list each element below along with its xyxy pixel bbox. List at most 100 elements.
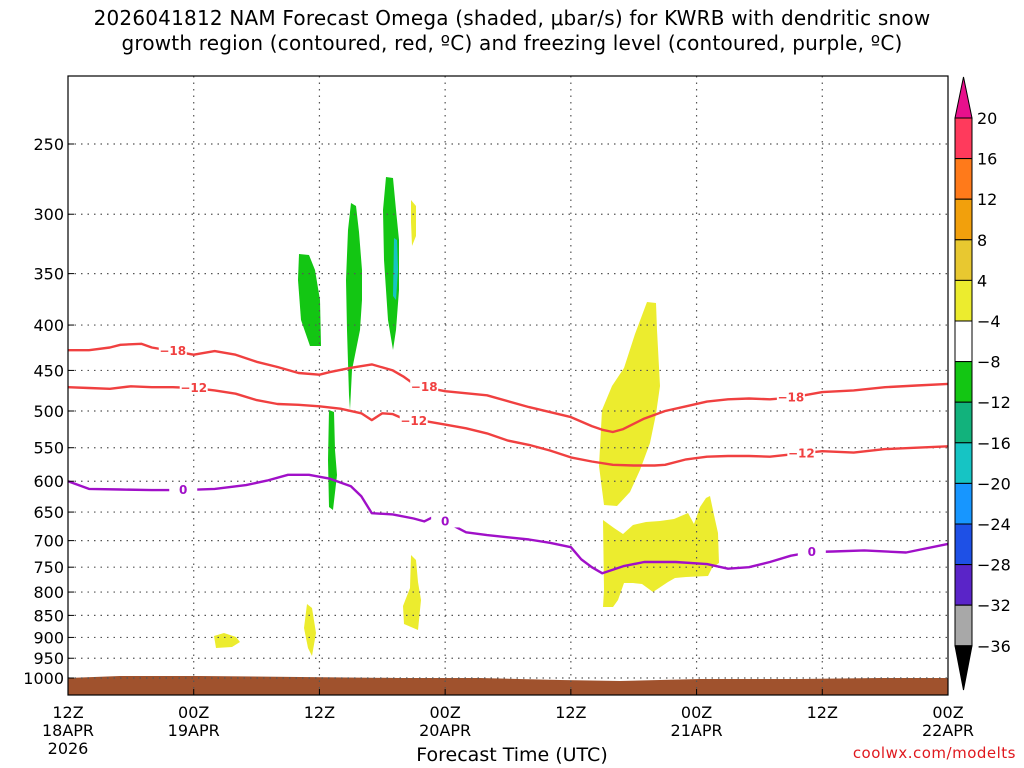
contour-label-bg-1-1 <box>158 343 187 358</box>
colorbar-swatch-10 <box>954 482 973 525</box>
contour-label-bg-2-3 <box>787 445 816 460</box>
ground-layer <box>68 676 948 695</box>
omega-region-3 <box>403 555 421 630</box>
colorbar-top-arrow <box>954 76 973 119</box>
contour-label-bg-3-2 <box>431 513 460 528</box>
y-tick-label-500: 500 <box>33 402 64 421</box>
omega-region-5 <box>599 302 660 506</box>
colorbar-swatch-8 <box>954 401 973 444</box>
contour-label-1-3: −18 <box>777 391 804 405</box>
colorbar-label-11: −24 <box>977 515 1011 534</box>
colorbar-label-3: 12 <box>977 190 997 209</box>
contour-label-2-1: −12 <box>180 381 207 395</box>
colorbar-label-5: 4 <box>977 271 987 290</box>
y-tick-label-1000: 1000 <box>23 669 64 688</box>
x-tick-label-0-2: 18APR <box>42 721 94 740</box>
colorbar-swatch-2 <box>954 158 973 200</box>
y-tick-label-900: 900 <box>33 628 64 647</box>
y-tick-label-750: 750 <box>33 558 64 577</box>
colorbar-label-2: 16 <box>977 150 997 169</box>
contour-label-bg-2-1 <box>179 379 208 394</box>
y-tick-label-400: 400 <box>33 316 64 335</box>
x-tick-label-60-1: 00Z <box>681 703 712 722</box>
x-tick-label-12-1: 00Z <box>178 703 209 722</box>
x-axis-label: Forecast Time (UTC) <box>416 744 608 766</box>
omega-region-1 <box>214 633 240 648</box>
colorbar-label-8: −12 <box>977 393 1011 412</box>
omega-shading-layer <box>214 177 719 656</box>
omega-region-6 <box>603 496 719 607</box>
x-tick-label-36-1: 00Z <box>429 703 460 722</box>
contour-label-bg-3-3 <box>797 543 826 558</box>
y-tick-label-650: 650 <box>33 503 64 522</box>
colorbar-swatch-6 <box>954 320 973 363</box>
colorbar-label-10: −20 <box>977 474 1011 493</box>
contour-label-bg-3-1 <box>169 482 198 497</box>
x-tick-label-60-2: 21APR <box>671 721 723 740</box>
credit-text: coolwx.com/modelts <box>852 744 1016 762</box>
y-tick-label-850: 850 <box>33 606 64 625</box>
chart-title: 2026041812 NAM Forecast Omega (shaded, μ… <box>0 6 1024 56</box>
colorbar-label-4: 8 <box>977 231 987 250</box>
colorbar-label-7: −8 <box>977 353 1001 372</box>
contour-line-3 <box>67 473 949 575</box>
title-line-1: 2026041812 NAM Forecast Omega (shaded, μ… <box>93 6 931 30</box>
colorbar-swatch-12 <box>954 564 973 606</box>
contour-line-2 <box>67 385 949 467</box>
ground-surface <box>68 676 948 695</box>
x-tick-label-48-1: 12Z <box>555 703 586 722</box>
x-tick-label-72-1: 12Z <box>807 703 838 722</box>
colorbar-bottom-arrow <box>954 645 973 691</box>
colorbar-swatch-11 <box>954 523 973 566</box>
omega-region-7 <box>298 254 321 346</box>
contour-label-bg-1-3 <box>776 389 805 404</box>
contour-label-2-3: −12 <box>788 446 815 460</box>
colorbar-label-6: −4 <box>977 312 1001 331</box>
y-tick-label-800: 800 <box>33 583 64 602</box>
contour-label-bg-2-2 <box>399 412 428 427</box>
x-tick-label-0-3: 2026 <box>48 739 89 758</box>
y-tick-label-300: 300 <box>33 205 64 224</box>
colorbar-swatch-4 <box>954 239 973 281</box>
y-tick-label-600: 600 <box>33 472 64 491</box>
y-tick-layer: 250 300 350 400 450 500 550 600 650 700 750 800 850 9… <box>23 135 74 688</box>
colorbar-label-1: 20 <box>977 109 997 128</box>
omega-region-2 <box>304 604 316 656</box>
colorbar-swatch-9 <box>954 442 973 484</box>
contour-label-1-2: −18 <box>411 380 438 394</box>
y-tick-label-950: 950 <box>33 649 64 668</box>
x-tick-label-0-1: 12Z <box>52 703 83 722</box>
colorbar-swatch-last <box>954 604 973 647</box>
y-tick-label-450: 450 <box>33 361 64 380</box>
colorbar-label-12: −28 <box>977 556 1011 575</box>
y-tick-label-350: 350 <box>33 265 64 284</box>
x-tick-label-84-1: 00Z <box>932 703 963 722</box>
colorbar-swatch-5 <box>954 279 973 322</box>
x-tick-label-12-2: 19APR <box>168 721 220 740</box>
x-tick-label-36-2: 20APR <box>419 721 471 740</box>
y-tick-label-550: 550 <box>33 439 64 458</box>
x-tick-label-84-2: 22APR <box>922 721 974 740</box>
colorbar-swatch-7 <box>954 361 973 403</box>
omega-region-4 <box>411 200 416 246</box>
contour-label-3-2: 0 <box>441 514 449 528</box>
colorbar: 20 16 12 8 4 −4 −8 −12 −16 −20 −24 −28 −32 −36 <box>954 76 1011 691</box>
colorbar-label-13: −32 <box>977 596 1011 615</box>
plot-frame <box>67 75 949 696</box>
colorbar-label-14: −36 <box>977 637 1011 656</box>
contour-label-2-2: −12 <box>400 414 427 428</box>
colorbar-swatch-1 <box>954 117 973 160</box>
x-tick-label-24-1: 12Z <box>304 703 335 722</box>
omega-region-8 <box>328 410 337 510</box>
omega-region-11 <box>393 238 398 300</box>
contour-layer: −18 −18 −18 −12 −12 −12 0 0 0 <box>67 342 949 575</box>
contour-label-1-1: −18 <box>159 344 186 358</box>
omega-region-10 <box>383 177 399 350</box>
contour-label-3-1: 0 <box>179 483 187 497</box>
colorbar-swatch-3 <box>954 198 973 241</box>
colorbar-label-9: −16 <box>977 434 1011 453</box>
contour-label-bg-1-2 <box>410 379 439 394</box>
omega-region-9 <box>346 203 362 410</box>
